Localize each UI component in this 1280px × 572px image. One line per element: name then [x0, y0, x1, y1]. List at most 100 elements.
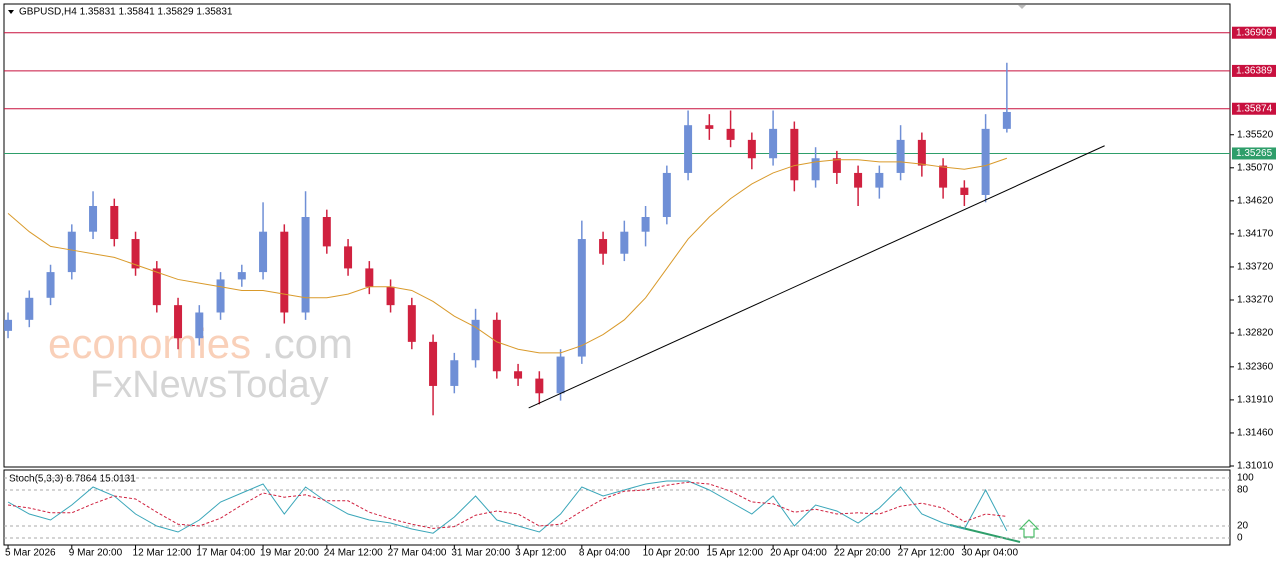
stoch-line: [7, 480, 1008, 534]
watermark-domain: .com: [262, 320, 353, 367]
candle-body: [365, 268, 374, 287]
y-tick-label: 1.34170: [1237, 229, 1274, 240]
candle-body: [46, 272, 55, 298]
price-level-label: 1.35265: [1236, 148, 1273, 159]
price-level-label: 1.35874: [1236, 103, 1273, 114]
candle-body: [641, 217, 650, 232]
x-tick-label: 20 Apr 04:00: [770, 548, 827, 559]
y-tick-label: 1.33720: [1237, 262, 1274, 273]
y-tick-label: 1.32820: [1237, 328, 1274, 339]
price-level-tag: [1232, 26, 1276, 39]
candle-body: [429, 341, 438, 386]
candle-body: [110, 205, 119, 240]
candle-body: [939, 165, 948, 188]
menu-arrow: [8, 10, 14, 14]
candle-body: [747, 139, 756, 159]
trendline: [528, 145, 1105, 409]
candle-body: [684, 125, 693, 173]
x-tick-label: 12 Mar 12:00: [133, 548, 192, 559]
x-tick-label: 3 Apr 12:00: [515, 548, 567, 559]
candle-body: [280, 231, 289, 313]
x-tick-label: 27 Apr 12:00: [898, 548, 955, 559]
x-tick-label: 8 Apr 04:00: [579, 548, 631, 559]
candle-body: [1002, 111, 1011, 129]
candle-body: [89, 205, 98, 232]
candle-body: [811, 158, 820, 181]
stoch-title: Stoch(5,3,3) 8.7864 15.0131: [9, 474, 136, 485]
x-tick-label: 19 Mar 20:00: [260, 548, 319, 559]
candle-body: [407, 305, 416, 342]
y-tick-label: 20: [1237, 521, 1249, 532]
candle-body: [917, 139, 926, 166]
candle-body: [726, 128, 735, 140]
y-tick-label: 1.31910: [1237, 395, 1274, 406]
x-tick-label: 15 Apr 12:00: [706, 548, 763, 559]
x-tick-label: 30 Apr 04:00: [961, 548, 1018, 559]
shift-marker: [1018, 5, 1026, 9]
candle-body: [492, 319, 501, 372]
candle-body: [301, 217, 310, 313]
watermark-brand: economies: [48, 320, 251, 367]
candle-body: [237, 272, 246, 280]
x-tick-label: 5 Mar 2026: [5, 548, 56, 559]
candle-body: [216, 279, 225, 313]
x-tick-label: 27 Mar 04:00: [388, 548, 447, 559]
candle-body: [67, 231, 76, 273]
candle-body: [471, 319, 480, 361]
x-tick-label: 17 Mar 04:00: [196, 548, 255, 559]
candle-body: [344, 246, 353, 269]
y-tick-label: 1.35070: [1237, 162, 1274, 173]
x-tick-label: 9 Mar 20:00: [69, 548, 123, 559]
main-frame: [3, 3, 1231, 468]
y-tick-label: 1.32360: [1237, 361, 1274, 372]
candle-body: [4, 319, 13, 331]
candle-body: [25, 297, 34, 320]
y-tick-label: 80: [1237, 485, 1249, 496]
y-tick-label: 1.31460: [1237, 428, 1274, 439]
candle-body: [322, 217, 331, 247]
price-level-tag: [1232, 102, 1276, 115]
candle-body: [535, 378, 544, 394]
candle-body: [705, 125, 714, 129]
x-tick-label: 24 Mar 12:00: [324, 548, 383, 559]
up-arrow: [1018, 519, 1040, 538]
candle-body: [620, 231, 629, 254]
y-tick-label: 1.33270: [1237, 295, 1274, 306]
candle-body: [769, 128, 778, 159]
x-tick-label: 10 Apr 20:00: [643, 548, 700, 559]
y-tick-label: 1.34620: [1237, 195, 1274, 206]
price-level-label: 1.36389: [1236, 66, 1273, 77]
stoch-line: [7, 481, 1007, 529]
candle-body: [577, 239, 586, 357]
candle-body: [981, 128, 990, 195]
y-tick-label: 0: [1237, 533, 1243, 544]
candle-body: [259, 231, 268, 273]
candle-body: [152, 268, 161, 306]
candle-body: [790, 128, 799, 181]
watermark-second: FxNewsToday: [90, 364, 329, 406]
candle-body: [896, 139, 905, 173]
chart-title: GBPUSD,H4 1.35831 1.35841 1.35829 1.3583…: [19, 7, 233, 18]
y-tick-label: 100: [1237, 473, 1254, 484]
watermark: economies .com FxNewsToday: [48, 320, 353, 406]
y-tick-label: 1.31010: [1237, 461, 1274, 472]
candle-body: [174, 305, 183, 339]
y-tick-label: 1.35520: [1237, 129, 1274, 140]
candle-body: [386, 286, 395, 306]
x-tick-label: 31 Mar 20:00: [451, 548, 510, 559]
candle-body: [450, 360, 459, 386]
price-level-tag: [1232, 64, 1276, 77]
candle-body: [131, 239, 140, 269]
candle-body: [514, 371, 523, 379]
candle-body: [960, 187, 969, 195]
candle-body: [195, 312, 204, 339]
x-tick-label: 22 Apr 20:00: [834, 548, 891, 559]
price-level-label: 1.36909: [1236, 27, 1273, 38]
candle-body: [599, 239, 608, 254]
candle-body: [556, 356, 565, 394]
price-level-tag: [1232, 147, 1276, 160]
candle-body: [832, 158, 841, 173]
